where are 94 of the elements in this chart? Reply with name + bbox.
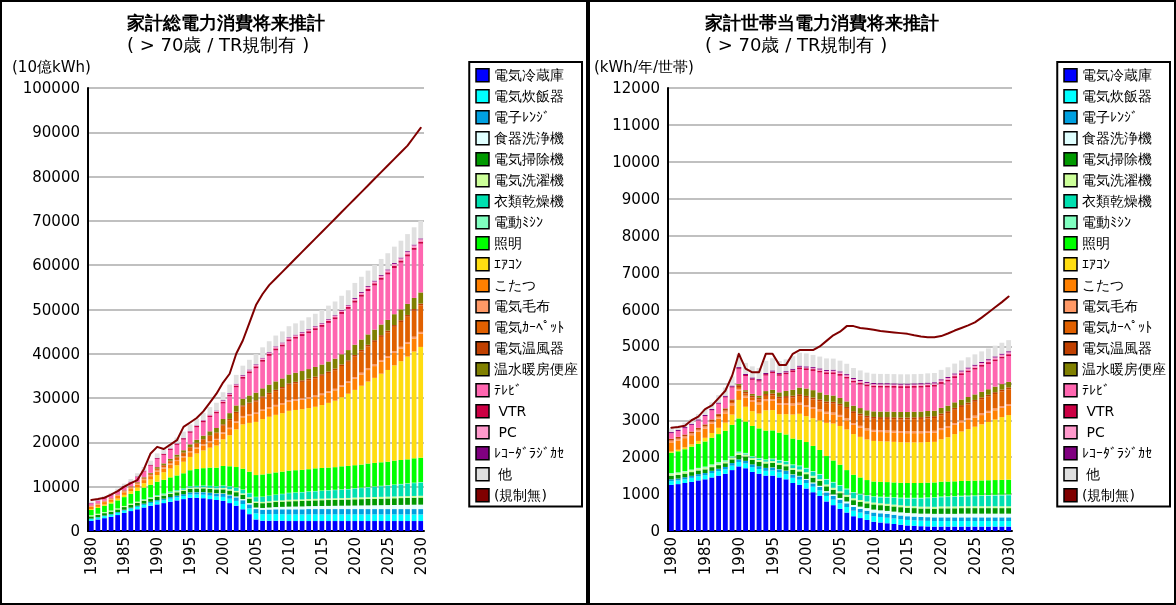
y-tick-label: 0 — [650, 522, 660, 540]
x-tick-label: 2030 — [999, 537, 1018, 576]
legend-label: 衣類乾燥機 — [1082, 193, 1152, 210]
legend-label: 電気洗濯機 — [1082, 172, 1152, 189]
legend-label: 電気炊飯器 — [494, 88, 564, 105]
y-tick-label: 20000 — [32, 433, 80, 452]
legend-label: 食器洗浄機 — [494, 130, 564, 147]
y-tick-label: 1000 — [621, 485, 660, 504]
x-tick-label: 1980 — [662, 537, 681, 576]
legend-label: 照明 — [494, 235, 522, 252]
y-axis-title: (10億kWh) — [12, 57, 91, 76]
x-tick-label: 1985 — [115, 537, 134, 576]
y-tick-label: 90000 — [32, 123, 80, 142]
x-tick-label: 1995 — [763, 537, 782, 576]
legend-label: 電気冷蔵庫 — [494, 67, 564, 84]
legend-label: 他 — [1082, 466, 1101, 483]
chart-title: 家計総電力消費将来推計 — [126, 11, 325, 33]
y-tick-label: 2000 — [621, 448, 660, 467]
x-tick-label: 2030 — [411, 537, 430, 576]
x-tick-label: 2005 — [247, 537, 265, 576]
x-tick-label: 1990 — [148, 537, 167, 576]
x-tick-label: 2010 — [279, 537, 298, 576]
y-tick-label: 10000 — [612, 152, 660, 171]
y-tick-label: 3000 — [621, 411, 660, 430]
y-tick-label: 70000 — [32, 211, 80, 230]
x-tick-label: 2005 — [831, 537, 849, 576]
y-tick-label: 5000 — [621, 337, 660, 356]
legend-label: 電気毛布 — [494, 298, 550, 315]
legend-label: 電子ﾚﾝｼﾞ — [494, 109, 550, 126]
y-tick-label: 8000 — [621, 226, 660, 245]
x-tick-label: 2025 — [378, 537, 397, 576]
y-tick-label: 12000 — [612, 79, 660, 97]
x-tick-label: 2000 — [797, 537, 816, 576]
x-tick-label: 1990 — [729, 537, 748, 576]
legend-label: 電子ﾚﾝｼﾞ — [1082, 109, 1138, 126]
y-tick-label: 0 — [70, 522, 80, 540]
legend-label: 電気掃除機 — [494, 151, 564, 168]
y-tick-label: 50000 — [32, 300, 80, 319]
legend-label: 電気ｶｰﾍﾟｯﾄ — [1082, 319, 1152, 336]
x-tick-label: 2010 — [864, 537, 883, 576]
chart-subtitle: ( > 70歳 / TR規制有 ) — [127, 33, 310, 55]
legend-label: 電気掃除機 — [1082, 151, 1152, 168]
y-tick-label: 9000 — [621, 189, 660, 208]
y-tick-label: 100000 — [22, 79, 80, 97]
legend-label: こたつ — [1082, 277, 1124, 294]
legend-label: PC — [494, 424, 517, 441]
legend-label: 他 — [494, 466, 513, 483]
y-tick-label: 10000 — [32, 477, 80, 496]
x-tick-label: 2015 — [898, 537, 917, 576]
legend-label: ﾃﾚﾋﾞ — [1082, 382, 1110, 399]
legend-label: VTR — [494, 403, 527, 420]
y-tick-label: 4000 — [621, 374, 660, 393]
y-tick-label: 60000 — [32, 256, 80, 275]
y-tick-label: 30000 — [32, 389, 80, 408]
y-tick-label: 7000 — [621, 263, 660, 282]
legend-label: 電動ﾐｼﾝ — [494, 214, 543, 231]
x-tick-label: 1985 — [696, 537, 715, 576]
y-tick-label: 6000 — [621, 300, 660, 319]
x-tick-label: 2020 — [345, 537, 364, 576]
legend-label: 食器洗浄機 — [1082, 130, 1152, 147]
x-tick-label: 2015 — [312, 537, 331, 576]
legend-label: ﾚｺｰﾀﾞﾗｼﾞｶｾ — [1082, 445, 1152, 462]
legend-label: 電動ﾐｼﾝ — [1082, 214, 1131, 231]
chart-subtitle: ( > 70歳 / TR規制有 ) — [705, 33, 888, 55]
legend-label: 電気冷蔵庫 — [1082, 67, 1152, 84]
y-axis-title: (kWh/年/世帯) — [594, 57, 694, 76]
x-tick-label: 1995 — [181, 537, 200, 576]
y-tick-label: 40000 — [32, 344, 80, 363]
legend-label: (規制無) — [494, 487, 547, 504]
y-tick-label: 11000 — [612, 115, 660, 134]
x-tick-label: 2020 — [932, 537, 951, 576]
legend-label: ﾚｺｰﾀﾞﾗｼﾞｶｾ — [494, 445, 564, 462]
legend-label: 電気ｶｰﾍﾟｯﾄ — [494, 319, 564, 336]
legend-label: ﾃﾚﾋﾞ — [494, 382, 522, 399]
legend-label: 温水暖房便座 — [1082, 361, 1166, 378]
legend-label: 電気温風器 — [494, 340, 564, 357]
x-tick-label: 2000 — [214, 537, 233, 576]
x-tick-label: 2025 — [965, 537, 984, 576]
legend-label: こたつ — [494, 277, 536, 294]
legend-label: 照明 — [1082, 235, 1110, 252]
legend-label: 電気毛布 — [1082, 298, 1138, 315]
legend-label: VTR — [1082, 403, 1115, 420]
legend-label: ｴｱｺﾝ — [1082, 256, 1110, 273]
legend-label: PC — [1082, 424, 1105, 441]
legend-label: 電気炊飯器 — [1082, 88, 1152, 105]
legend-label: 電気温風器 — [1082, 340, 1152, 357]
legend-label: 衣類乾燥機 — [494, 193, 564, 210]
legend-label: 電気洗濯機 — [494, 172, 564, 189]
legend-label: (規制無) — [1082, 487, 1135, 504]
chart-title: 家計世帯当電力消費将来推計 — [704, 11, 939, 33]
legend-label: ｴｱｺﾝ — [494, 256, 522, 273]
y-tick-label: 80000 — [32, 167, 80, 186]
legend-label: 温水暖房便座 — [494, 361, 578, 378]
x-tick-label: 1980 — [82, 537, 101, 576]
